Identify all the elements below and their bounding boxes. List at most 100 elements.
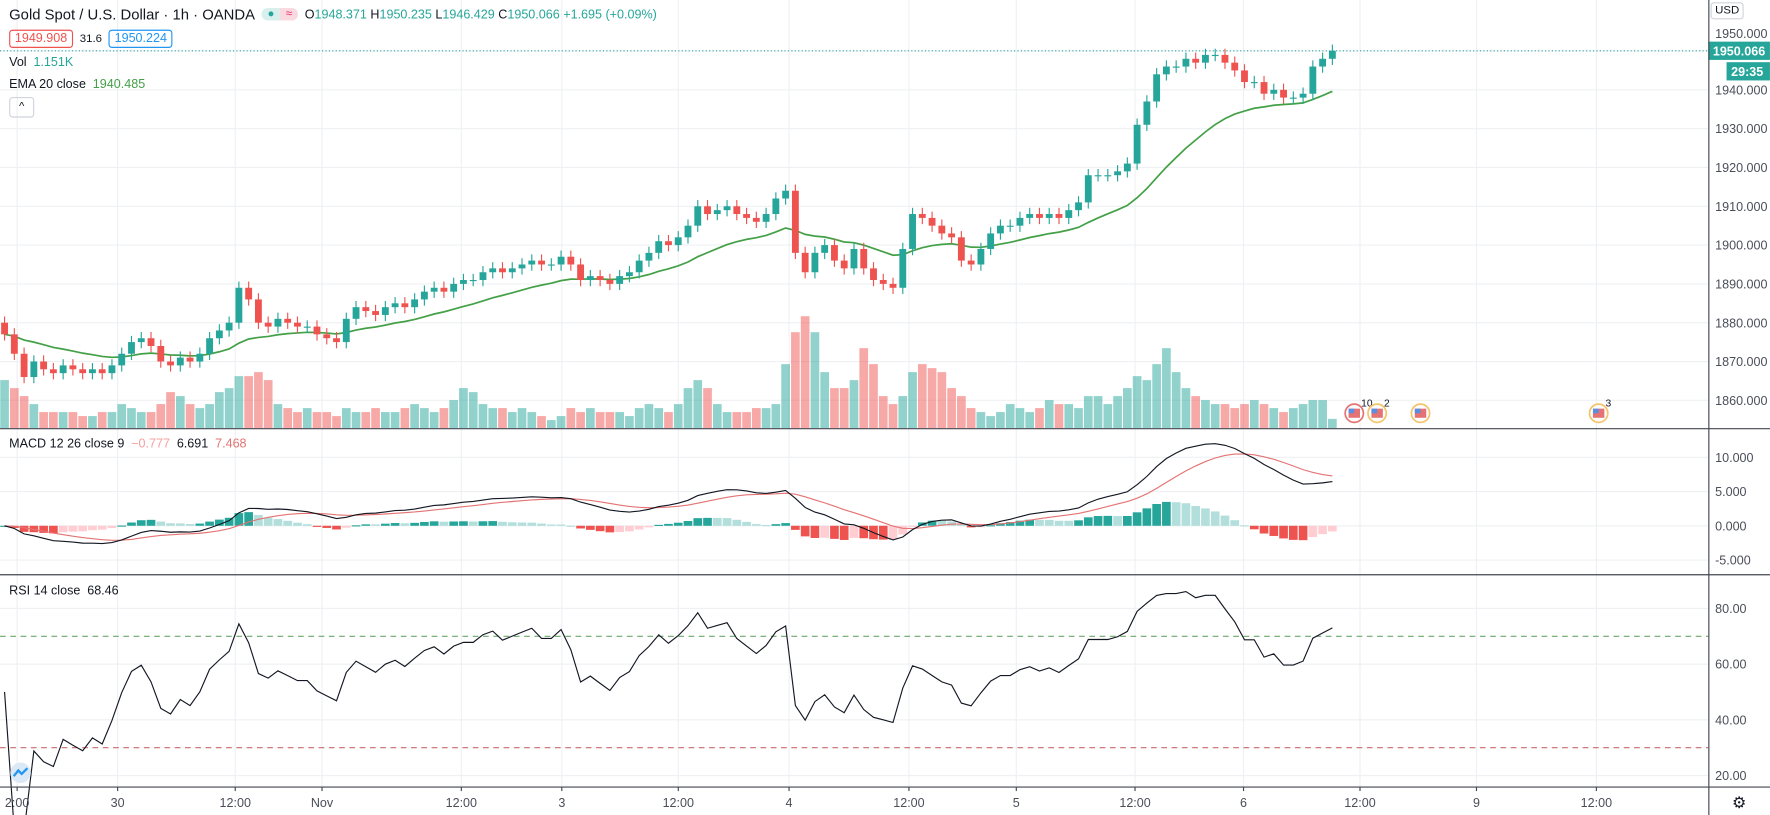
candle-body[interactable]: [860, 248, 868, 269]
candle-body[interactable]: [469, 280, 477, 282]
candle-body[interactable]: [616, 276, 624, 284]
candle-body[interactable]: [801, 252, 809, 273]
candle-body[interactable]: [401, 303, 409, 308]
candle-body[interactable]: [352, 307, 360, 319]
candle-body[interactable]: [674, 237, 682, 246]
settings-gear-icon[interactable]: ⚙: [1732, 795, 1746, 812]
candle-body[interactable]: [1231, 62, 1239, 71]
candle-body[interactable]: [1143, 101, 1151, 125]
candle-body[interactable]: [1289, 97, 1297, 99]
candle-body[interactable]: [1211, 54, 1219, 57]
collapse-legend-chevron-up-icon[interactable]: ^: [9, 97, 35, 118]
candle-body[interactable]: [40, 361, 48, 370]
candle-body[interactable]: [528, 260, 536, 265]
candle-body[interactable]: [811, 252, 819, 273]
candle-body[interactable]: [870, 268, 877, 281]
candle-body[interactable]: [303, 326, 311, 328]
candle-body[interactable]: [1026, 214, 1034, 218]
candle-body[interactable]: [752, 217, 760, 222]
candle-body[interactable]: [1250, 82, 1258, 84]
candle-body[interactable]: [333, 338, 340, 343]
candle-body[interactable]: [1182, 58, 1190, 67]
candle-body[interactable]: [596, 276, 604, 281]
candle-body[interactable]: [157, 345, 165, 362]
candle-body[interactable]: [1, 322, 8, 335]
candle-body[interactable]: [655, 241, 663, 253]
buy-button[interactable]: 1950.224: [108, 29, 173, 48]
candle-body[interactable]: [1036, 214, 1043, 218]
candle-body[interactable]: [1016, 217, 1024, 226]
candle-body[interactable]: [840, 260, 848, 269]
sell-button[interactable]: 1949.908: [9, 29, 73, 48]
candle-body[interactable]: [499, 268, 506, 273]
candle-body[interactable]: [1328, 50, 1336, 59]
candle-body[interactable]: [20, 353, 28, 378]
candle-body[interactable]: [782, 190, 790, 199]
candle-body[interactable]: [69, 365, 77, 370]
candle-body[interactable]: [381, 307, 389, 315]
candle-body[interactable]: [430, 287, 438, 292]
candle-body[interactable]: [704, 206, 711, 215]
candle-body[interactable]: [957, 237, 965, 261]
candle-body[interactable]: [772, 198, 780, 215]
candle-body[interactable]: [284, 318, 292, 323]
candle-body[interactable]: [176, 357, 184, 366]
candle-body[interactable]: [586, 276, 594, 281]
candle-body[interactable]: [967, 260, 975, 265]
candle-body[interactable]: [137, 338, 145, 343]
candle-body[interactable]: [206, 338, 214, 354]
status-badge[interactable]: ● ≈: [261, 7, 298, 21]
candle-body[interactable]: [606, 280, 614, 284]
candle-body[interactable]: [1241, 70, 1248, 83]
ema-legend[interactable]: EMA 20 close 1940.485: [9, 77, 146, 92]
candle-body[interactable]: [547, 264, 555, 266]
candle-body[interactable]: [567, 256, 575, 265]
candle-body[interactable]: [996, 225, 1004, 234]
candle-body[interactable]: [1133, 124, 1141, 164]
candle-body[interactable]: [1319, 58, 1327, 67]
candle-body[interactable]: [147, 338, 155, 346]
candle-body[interactable]: [1006, 225, 1014, 227]
candle-body[interactable]: [118, 353, 126, 366]
symbol-title[interactable]: Gold Spot / U.S. Dollar · 1h · OANDA: [9, 5, 255, 23]
candle-body[interactable]: [1094, 175, 1102, 177]
currency-button[interactable]: USD: [1710, 2, 1744, 20]
candle-body[interactable]: [264, 322, 272, 327]
candle-body[interactable]: [342, 318, 350, 343]
candle-body[interactable]: [450, 283, 458, 292]
candle-body[interactable]: [49, 369, 57, 374]
candle-body[interactable]: [518, 264, 526, 269]
candle-body[interactable]: [30, 361, 38, 378]
candle-body[interactable]: [372, 311, 379, 315]
candle-body[interactable]: [1299, 93, 1307, 98]
candle-body[interactable]: [928, 217, 936, 226]
candle-body[interactable]: [1260, 82, 1268, 94]
candle-body[interactable]: [1221, 54, 1229, 63]
candle-body[interactable]: [1055, 214, 1063, 218]
candle-body[interactable]: [791, 190, 799, 253]
candle-body[interactable]: [1270, 89, 1278, 94]
candle-body[interactable]: [215, 330, 223, 339]
candle-body[interactable]: [1202, 54, 1209, 63]
candle-body[interactable]: [850, 248, 858, 269]
candle-body[interactable]: [918, 214, 926, 218]
candle-body[interactable]: [743, 214, 750, 218]
candle-body[interactable]: [938, 225, 946, 234]
candle-body[interactable]: [489, 268, 497, 273]
candle-body[interactable]: [479, 272, 487, 281]
candle-body[interactable]: [186, 357, 194, 362]
candle-body[interactable]: [362, 307, 370, 312]
candle-body[interactable]: [557, 256, 565, 265]
candle-body[interactable]: [821, 245, 829, 253]
candle-body[interactable]: [254, 299, 262, 323]
candle-body[interactable]: [411, 299, 419, 308]
candle-body[interactable]: [713, 210, 721, 215]
candle-body[interactable]: [235, 287, 243, 323]
candle-body[interactable]: [313, 326, 321, 335]
candle-body[interactable]: [225, 322, 233, 331]
candle-body[interactable]: [684, 225, 692, 238]
candle-body[interactable]: [196, 353, 204, 362]
candle-body[interactable]: [879, 280, 887, 284]
candle-body[interactable]: [98, 369, 106, 374]
